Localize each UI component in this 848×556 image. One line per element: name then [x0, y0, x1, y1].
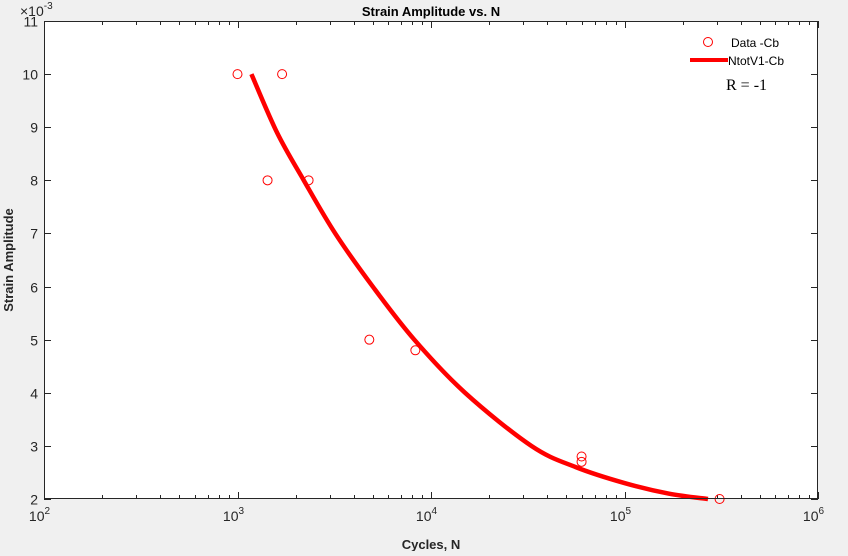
- legend-box: [687, 29, 815, 73]
- y-tick-label: 10: [22, 67, 38, 83]
- axes-background: [44, 21, 818, 499]
- y-tick-label: 2: [30, 492, 38, 508]
- data-point: [277, 69, 288, 80]
- x-tick-label: 105: [610, 506, 632, 524]
- data-point: [576, 456, 587, 467]
- data-point: [303, 175, 314, 186]
- y-tick-label: 9: [30, 120, 38, 136]
- x-axis-label: Cycles, N: [402, 537, 461, 551]
- axes-box: [44, 21, 818, 499]
- data-point: [364, 334, 375, 345]
- x-tick-label: 104: [416, 506, 438, 524]
- y-tick-label: 7: [30, 226, 38, 242]
- legend-label-fit: NtotV1-Cb: [728, 54, 784, 68]
- legend-label-data: Data -Cb: [731, 36, 779, 50]
- plot-area: [232, 69, 725, 504]
- chart-title: Strain Amplitude vs. N: [362, 4, 500, 19]
- data-point: [262, 175, 273, 186]
- y-tick-label: 6: [30, 280, 38, 296]
- annotation-r-ratio: R = -1: [726, 77, 767, 94]
- legend-marker-data: [703, 37, 713, 47]
- y-axis-label: Strain Amplitude: [1, 208, 16, 312]
- data-point: [410, 345, 421, 356]
- y-tick-label: 5: [30, 333, 38, 349]
- y-multiplier-exponent: -3: [44, 1, 53, 12]
- y-tick-label: 11: [23, 14, 38, 30]
- x-tick-label: 106: [803, 506, 825, 524]
- y-multiplier-base: ×10: [20, 3, 44, 19]
- legend: Data -Cb NtotV1-Cb: [687, 29, 815, 73]
- y-tick-label: 8: [30, 173, 38, 189]
- data-point: [576, 451, 587, 462]
- y-axis-multiplier: ×10-3: [20, 1, 53, 19]
- x-tick-label: 102: [29, 506, 51, 524]
- x-tick-label: 103: [223, 506, 245, 524]
- y-tick-label: 4: [30, 386, 38, 402]
- data-point: [232, 69, 243, 80]
- y-tick-label: 3: [30, 439, 38, 455]
